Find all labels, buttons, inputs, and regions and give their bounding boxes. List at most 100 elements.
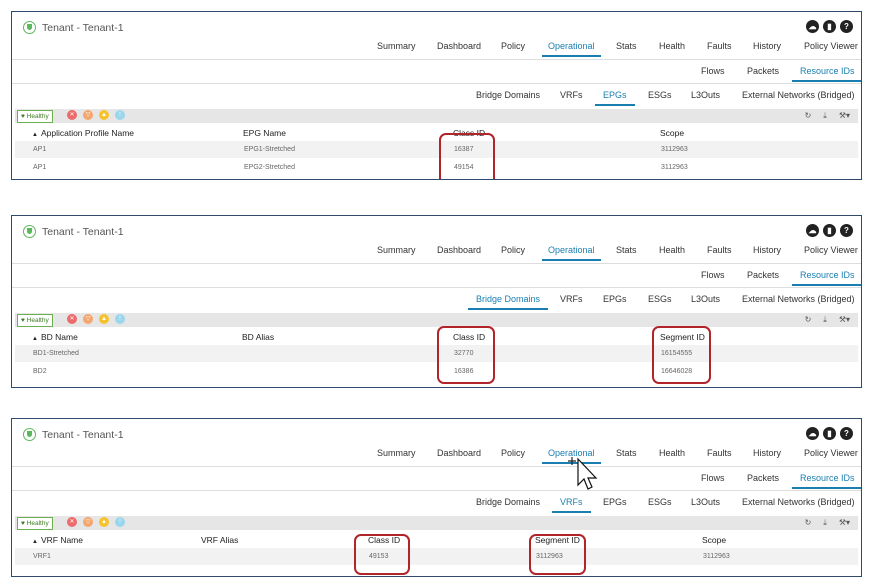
help-icon[interactable]: ? xyxy=(840,427,853,440)
tab-policy[interactable]: Policy xyxy=(501,448,526,458)
fault-info-icon[interactable]: ! xyxy=(115,517,125,527)
tab-health[interactable]: Health xyxy=(659,41,686,51)
tab-operational[interactable]: Operational xyxy=(542,245,601,261)
table-row[interactable]: VRF1 49153 3112963 3112963 xyxy=(15,548,858,565)
subtab-packets[interactable]: Packets xyxy=(747,270,780,280)
resource-tab-esgs[interactable]: ESGs xyxy=(648,294,672,304)
tab-policy[interactable]: Policy xyxy=(501,245,526,255)
fault-major-icon[interactable]: ▽ xyxy=(83,110,93,120)
subtab-flows[interactable]: Flows xyxy=(701,66,725,76)
bookmark-icon[interactable]: ▮ xyxy=(823,427,836,440)
column-header[interactable]: Scope xyxy=(660,128,684,138)
column-header[interactable]: Segment ID xyxy=(535,535,580,545)
download-icon[interactable]: ⤓ xyxy=(823,111,827,120)
tab-dashboard[interactable]: Dashboard xyxy=(437,41,482,51)
refresh-icon[interactable]: ↻ xyxy=(804,518,812,527)
help-icon[interactable]: ? xyxy=(840,224,853,237)
subtab-packets[interactable]: Packets xyxy=(747,473,780,483)
tab-faults[interactable]: Faults xyxy=(707,41,732,51)
fault-critical-icon[interactable]: ✕ xyxy=(67,110,77,120)
resource-tab-l3outs[interactable]: L3Outs xyxy=(691,90,721,100)
tab-history[interactable]: History xyxy=(753,245,782,255)
tab-policy-viewer[interactable]: Policy Viewer xyxy=(804,448,858,458)
tab-policy[interactable]: Policy xyxy=(501,41,526,51)
fault-minor-icon[interactable]: ▲ xyxy=(99,314,109,324)
tab-history[interactable]: History xyxy=(753,41,782,51)
column-header[interactable]: BD Alias xyxy=(242,332,274,342)
tab-policy-viewer[interactable]: Policy Viewer xyxy=(804,245,858,255)
tab-history[interactable]: History xyxy=(753,448,782,458)
tab-summary[interactable]: Summary xyxy=(377,245,416,255)
resource-tab-vrfs[interactable]: VRFs xyxy=(560,90,583,100)
tab-summary[interactable]: Summary xyxy=(377,448,416,458)
tab-dashboard[interactable]: Dashboard xyxy=(437,245,482,255)
column-header[interactable]: EPG Name xyxy=(243,128,286,138)
health-badge[interactable]: ♥ Healthy xyxy=(17,110,53,123)
fault-minor-icon[interactable]: ▲ xyxy=(99,110,109,120)
tab-stats[interactable]: Stats xyxy=(616,245,637,255)
resource-tab-external-networks-bridged-[interactable]: External Networks (Bridged) xyxy=(742,294,855,304)
table-row[interactable]: BD2 16386 16646028 xyxy=(15,363,858,380)
table-row[interactable]: AP1 EPG1-Stretched 16387 3112963 xyxy=(15,141,858,158)
fault-critical-icon[interactable]: ✕ xyxy=(67,517,77,527)
tab-dashboard[interactable]: Dashboard xyxy=(437,448,482,458)
refresh-icon[interactable]: ↻ xyxy=(804,315,812,324)
resource-tab-bridge-domains[interactable]: Bridge Domains xyxy=(476,90,541,100)
cloud-icon[interactable]: ☁ xyxy=(806,427,819,440)
tab-policy-viewer[interactable]: Policy Viewer xyxy=(804,41,858,51)
health-badge[interactable]: ♥ Healthy xyxy=(17,314,53,327)
fault-minor-icon[interactable]: ▲ xyxy=(99,517,109,527)
fault-critical-icon[interactable]: ✕ xyxy=(67,314,77,324)
tab-stats[interactable]: Stats xyxy=(616,41,637,51)
subtab-packets[interactable]: Packets xyxy=(747,66,780,76)
resource-tab-vrfs[interactable]: VRFs xyxy=(560,294,583,304)
tools-icon[interactable]: ⚒▾ xyxy=(838,315,850,324)
tools-icon[interactable]: ⚒▾ xyxy=(838,518,850,527)
cloud-icon[interactable]: ☁ xyxy=(806,20,819,33)
resource-tab-vrfs[interactable]: VRFs xyxy=(552,497,591,513)
cloud-icon[interactable]: ☁ xyxy=(806,224,819,237)
subtab-flows[interactable]: Flows xyxy=(701,270,725,280)
resource-tab-l3outs[interactable]: L3Outs xyxy=(691,294,721,304)
resource-tab-epgs[interactable]: EPGs xyxy=(603,497,627,507)
tab-faults[interactable]: Faults xyxy=(707,245,732,255)
column-header[interactable]: Class ID xyxy=(368,535,400,545)
tab-operational[interactable]: Operational xyxy=(542,41,601,57)
tab-operational[interactable]: Operational xyxy=(542,448,601,464)
fault-major-icon[interactable]: ▽ xyxy=(83,517,93,527)
column-header[interactable]: Segment ID xyxy=(660,332,705,342)
download-icon[interactable]: ⤓ xyxy=(823,518,827,527)
fault-info-icon[interactable]: ! xyxy=(115,110,125,120)
column-header[interactable]: VRF Alias xyxy=(201,535,238,545)
download-icon[interactable]: ⤓ xyxy=(823,315,827,324)
resource-tab-epgs[interactable]: EPGs xyxy=(595,90,635,106)
tab-faults[interactable]: Faults xyxy=(707,448,732,458)
subtab-resource-ids[interactable]: Resource IDs xyxy=(792,270,861,286)
help-icon[interactable]: ? xyxy=(840,20,853,33)
health-badge[interactable]: ♥ Healthy xyxy=(17,517,53,530)
subtab-resource-ids[interactable]: Resource IDs xyxy=(792,66,861,82)
resource-tab-l3outs[interactable]: L3Outs xyxy=(691,497,721,507)
fault-info-icon[interactable]: ! xyxy=(115,314,125,324)
bookmark-icon[interactable]: ▮ xyxy=(823,224,836,237)
tab-health[interactable]: Health xyxy=(659,245,686,255)
resource-tab-bridge-domains[interactable]: Bridge Domains xyxy=(468,294,549,310)
subtab-resource-ids[interactable]: Resource IDs xyxy=(792,473,861,489)
resource-tab-esgs[interactable]: ESGs xyxy=(648,497,672,507)
tab-health[interactable]: Health xyxy=(659,448,686,458)
column-header[interactable]: ▲ BD Name xyxy=(32,332,78,342)
subtab-flows[interactable]: Flows xyxy=(701,473,725,483)
resource-tab-esgs[interactable]: ESGs xyxy=(648,90,672,100)
tools-icon[interactable]: ⚒▾ xyxy=(838,111,850,120)
table-row[interactable]: BD1-Stretched 32770 16154555 xyxy=(15,345,858,362)
column-header[interactable]: ▲ VRF Name xyxy=(32,535,83,545)
fault-major-icon[interactable]: ▽ xyxy=(83,314,93,324)
tab-stats[interactable]: Stats xyxy=(616,448,637,458)
resource-tab-epgs[interactable]: EPGs xyxy=(603,294,627,304)
bookmark-icon[interactable]: ▮ xyxy=(823,20,836,33)
column-header[interactable]: Class ID xyxy=(453,332,485,342)
column-header[interactable]: Scope xyxy=(702,535,726,545)
column-header[interactable]: ▲ Application Profile Name xyxy=(32,128,134,138)
table-row[interactable]: AP1 EPG2-Stretched 49154 3112963 xyxy=(15,159,858,176)
resource-tab-external-networks-bridged-[interactable]: External Networks (Bridged) xyxy=(742,90,855,100)
